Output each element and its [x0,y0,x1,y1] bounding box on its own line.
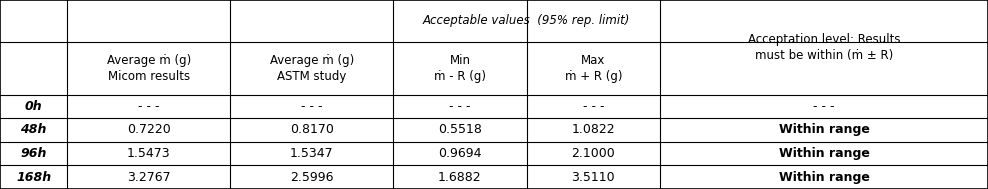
Text: Average ṁ (g)
Micom results: Average ṁ (g) Micom results [107,53,191,83]
Text: Within range: Within range [779,123,869,136]
Text: - - -: - - - [138,100,159,113]
Bar [661,41,987,43]
Text: 3.5110: 3.5110 [571,171,616,184]
Text: 0.9694: 0.9694 [438,147,482,160]
Text: Within range: Within range [779,147,869,160]
Text: - - -: - - - [450,100,470,113]
Text: Acceptable values  (95% rep. limit): Acceptable values (95% rep. limit) [423,14,630,27]
Text: - - -: - - - [301,100,322,113]
Text: 48h: 48h [21,123,46,136]
Text: 1.0822: 1.0822 [571,123,616,136]
Text: Average ṁ (g)
ASTM study: Average ṁ (g) ASTM study [270,53,354,83]
Text: 0.7220: 0.7220 [126,123,171,136]
Text: Within range: Within range [779,171,869,184]
Text: - - -: - - - [813,100,835,113]
Text: 168h: 168h [16,171,51,184]
Text: 0h: 0h [25,100,42,113]
Text: 1.6882: 1.6882 [438,171,482,184]
Text: - - -: - - - [583,100,604,113]
Text: 2.5996: 2.5996 [289,171,334,184]
Bar [524,0,530,42]
Text: 2.1000: 2.1000 [571,147,616,160]
Text: 0.5518: 0.5518 [438,123,482,136]
Text: Acceptation level: Results
must be within (ṁ ± R): Acceptation level: Results must be withi… [748,33,900,62]
Text: 96h: 96h [21,147,46,160]
Text: 1.5347: 1.5347 [289,147,334,160]
Text: 0.8170: 0.8170 [289,123,334,136]
Text: Max
ṁ + R (g): Max ṁ + R (g) [564,53,622,83]
Text: 3.2767: 3.2767 [126,171,171,184]
Text: 1.5473: 1.5473 [126,147,171,160]
Text: Min
ṁ - R (g): Min ṁ - R (g) [434,53,486,83]
